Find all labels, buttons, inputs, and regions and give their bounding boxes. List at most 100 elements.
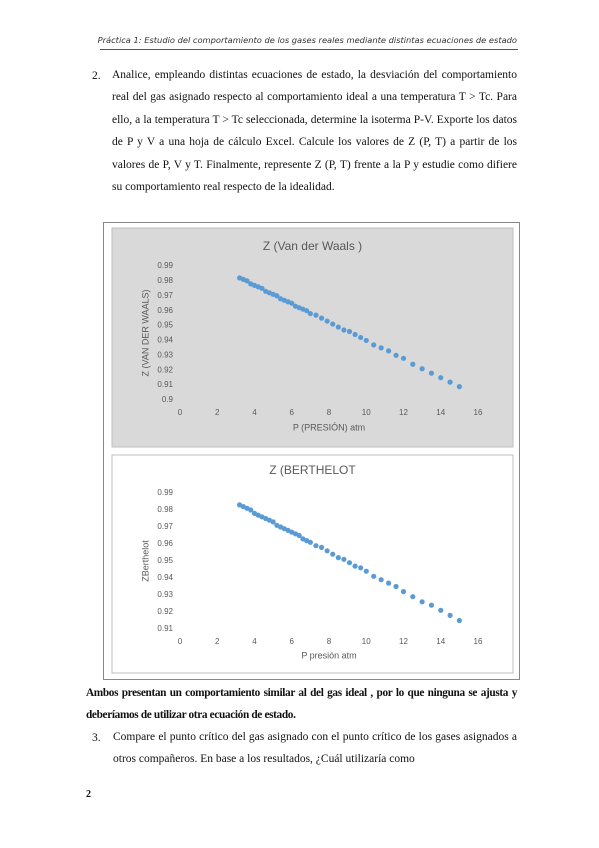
data-point — [341, 556, 347, 562]
y-tick-label: 0.97 — [157, 522, 173, 531]
y-tick-label: 0.93 — [157, 590, 173, 599]
data-point — [352, 563, 358, 569]
data-point — [324, 548, 330, 554]
y-axis-label: Z (VAN DER WAALS) — [140, 289, 150, 376]
data-point — [447, 612, 453, 619]
data-point — [438, 607, 444, 613]
data-point — [307, 311, 313, 317]
data-point — [330, 321, 336, 327]
x-tick-label: 14 — [436, 637, 445, 646]
x-tick-label: 2 — [215, 637, 220, 646]
x-tick-label: 10 — [362, 408, 371, 417]
y-tick-label: 0.96 — [157, 539, 173, 548]
y-tick-label: 0.94 — [157, 336, 173, 345]
y-axis-label: ZBerthelot — [140, 540, 150, 582]
data-point — [371, 342, 377, 348]
x-axis-label: P (PRESIÓN) atm — [293, 422, 365, 432]
x-tick-label: 8 — [327, 637, 332, 646]
x-tick-label: 6 — [290, 408, 295, 417]
data-point — [393, 583, 399, 590]
data-point — [386, 348, 392, 354]
data-point — [335, 555, 341, 561]
y-tick-label: 0.95 — [157, 556, 173, 565]
data-point — [335, 324, 341, 330]
x-tick-label: 14 — [436, 408, 445, 417]
data-point — [378, 577, 384, 583]
data-point — [307, 539, 313, 545]
data-point — [313, 312, 319, 318]
x-tick-label: 8 — [327, 408, 332, 417]
page-number: 2 — [86, 789, 91, 800]
data-point — [318, 544, 325, 551]
y-tick-label: 0.92 — [157, 365, 173, 374]
data-point — [419, 366, 425, 372]
data-point — [318, 315, 325, 321]
data-point — [386, 580, 392, 586]
y-tick-label: 0.9 — [162, 395, 174, 404]
data-point — [270, 519, 276, 525]
data-point — [248, 507, 254, 513]
data-point — [378, 345, 384, 351]
data-point — [400, 355, 407, 361]
data-point — [428, 602, 435, 608]
x-tick-label: 12 — [399, 408, 408, 417]
data-point — [313, 543, 319, 549]
x-tick-label: 4 — [252, 637, 257, 646]
x-tick-label: 16 — [474, 408, 483, 417]
y-tick-label: 0.93 — [157, 350, 173, 359]
data-point — [428, 370, 435, 376]
x-tick-label: 0 — [178, 408, 183, 417]
y-tick-label: 0.91 — [157, 380, 173, 389]
data-point — [358, 565, 364, 571]
data-point — [324, 318, 330, 324]
data-point — [346, 560, 353, 566]
data-point — [456, 384, 462, 390]
item-text: Compare el punto crítico del gas asignad… — [113, 731, 517, 766]
data-point — [352, 331, 358, 338]
chart-area — [111, 454, 514, 674]
item-text: Analice, empleando distintas ecuaciones … — [112, 69, 517, 194]
data-point — [304, 308, 310, 314]
data-point — [244, 278, 250, 284]
data-point — [419, 599, 425, 605]
header-rule — [100, 49, 518, 50]
x-tick-label: 4 — [252, 408, 257, 417]
data-point — [400, 589, 407, 595]
y-tick-label: 0.98 — [157, 276, 173, 285]
chart-title: Z (BERTHELOT — [269, 463, 356, 477]
y-tick-label: 0.99 — [157, 261, 173, 270]
data-point — [410, 594, 416, 600]
chart-area — [111, 227, 514, 448]
x-tick-label: 2 — [215, 408, 220, 417]
data-point — [363, 568, 369, 574]
conclusion: Ambos presentan un comportamiento simila… — [86, 687, 517, 722]
data-point — [274, 293, 280, 299]
y-tick-label: 0.95 — [157, 321, 173, 330]
data-point — [296, 532, 302, 539]
y-tick-label: 0.97 — [157, 291, 173, 300]
y-tick-label: 0.92 — [157, 607, 173, 616]
header-title: Práctica 1: Estudio del comportamiento d… — [97, 35, 517, 45]
x-tick-label: 0 — [178, 637, 183, 646]
chart-title: Z (Van der Waals ) — [263, 239, 362, 253]
y-tick-label: 0.94 — [157, 573, 173, 582]
data-point — [289, 300, 295, 306]
data-point — [341, 327, 347, 333]
x-axis-label: P presión atm — [301, 650, 356, 660]
figure-frame — [103, 222, 520, 680]
data-point — [410, 361, 416, 367]
data-point — [393, 352, 399, 358]
y-tick-label: 0.96 — [157, 306, 173, 315]
data-point — [259, 285, 265, 291]
x-tick-label: 10 — [362, 637, 371, 646]
y-tick-label: 0.99 — [157, 488, 173, 497]
data-point — [438, 375, 444, 381]
data-point — [456, 617, 462, 624]
x-tick-label: 16 — [474, 637, 483, 646]
x-tick-label: 12 — [399, 637, 408, 646]
data-point — [358, 334, 364, 341]
item-number: 2. — [92, 70, 101, 82]
data-point — [330, 551, 336, 557]
